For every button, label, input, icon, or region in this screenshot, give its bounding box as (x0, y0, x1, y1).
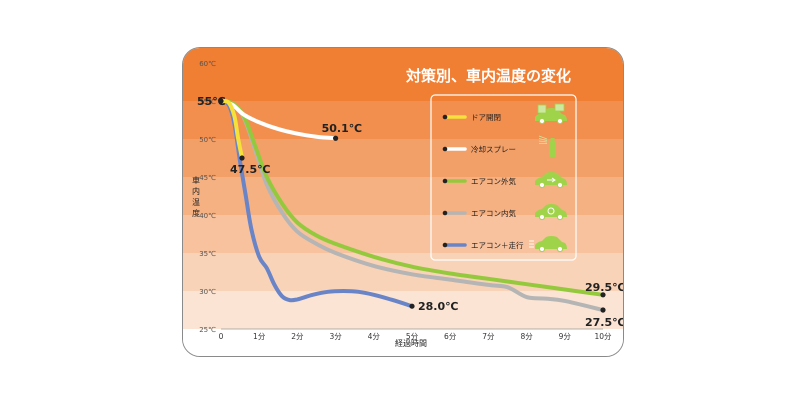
series-line (219, 99, 414, 309)
x-axis-label: 経過時間 (395, 338, 427, 348)
series-line (219, 99, 605, 297)
y-tick-label: 50℃ (199, 136, 216, 144)
data-point-marker (333, 135, 339, 141)
y-axis-label-char: 度 (192, 208, 200, 218)
car-recirculation-icon (535, 204, 567, 221)
x-tick-label: 2分 (291, 332, 304, 341)
spray-mist-line (538, 138, 548, 141)
car-wheel (538, 213, 546, 221)
car-doors-open-icon (535, 103, 567, 125)
series-line (219, 99, 338, 141)
car-wheel (538, 181, 546, 189)
temperature-band (183, 291, 623, 329)
legend-label: エアコン＋走行 (471, 240, 524, 250)
data-label: 29.5℃ (585, 281, 623, 294)
y-tick-label: 35℃ (199, 250, 216, 258)
data-label: 28.0℃ (418, 300, 458, 313)
axis-area (183, 329, 623, 356)
x-tick-label: 7分 (482, 332, 495, 341)
open-hatch (554, 103, 565, 112)
x-tick-label: 6分 (444, 332, 457, 341)
car-driving-icon (529, 236, 567, 253)
car-wheel (556, 181, 564, 189)
x-tick-label: 1分 (253, 332, 266, 341)
car-body (535, 204, 567, 217)
legend-label: エアコン外気 (471, 176, 516, 186)
legend-marker (442, 210, 448, 216)
data-point-marker (218, 98, 224, 104)
data-point-marker (600, 292, 606, 298)
x-tick-label: 10分 (594, 332, 612, 341)
spray-can-nozzle (550, 138, 555, 141)
x-tick-label: 4分 (368, 332, 381, 341)
y-axis-label-char: 内 (192, 186, 200, 196)
x-tick-label: 5分 (406, 332, 419, 341)
y-tick-label: 30℃ (199, 288, 216, 296)
y-axis-label-char: 車 (192, 175, 200, 185)
legend-label: 冷却スプレー (471, 144, 516, 154)
data-point-marker (239, 155, 245, 161)
legend-label: エアコン内気 (471, 208, 516, 218)
car-wheel (556, 245, 564, 253)
car-wheel (556, 117, 564, 125)
y-axis-label-char: 温 (192, 198, 200, 207)
data-label: 27.5℃ (585, 316, 623, 329)
chart-svg: 25℃ 30℃ 35℃ 40℃ 45℃ 50℃ 55℃ 60℃ 0 1分 2分 3分 4分 5分 6分 7分… (183, 48, 623, 356)
legend-marker (442, 146, 448, 152)
chart-title: 対策別、車内温度の変化 (405, 67, 571, 85)
spray-can-body (549, 141, 556, 157)
airflow-arrow (547, 177, 556, 183)
legend-box (430, 94, 577, 261)
car-wheel (556, 213, 564, 221)
series-line (219, 98, 244, 160)
car-outside-air-icon (535, 172, 567, 189)
legend-marker (442, 178, 448, 184)
x-tick-label: 9分 (559, 332, 572, 341)
y-tick-label: 45℃ (199, 174, 216, 182)
legend-marker (442, 242, 448, 248)
y-tick-label: 25℃ (199, 326, 216, 334)
data-label: 47.5℃ (230, 163, 270, 176)
y-tick-label: 55℃ (199, 98, 216, 106)
car-wheel (538, 245, 546, 253)
spray-mist-line (538, 135, 548, 140)
data-label: 55℃ (197, 95, 226, 108)
x-tick-label: 3分 (329, 332, 342, 341)
legend-label: ドア開閉 (471, 113, 501, 122)
recirculation-arrow (547, 207, 555, 215)
car-body (535, 236, 567, 249)
data-point-marker (600, 307, 606, 313)
car-body (535, 172, 567, 185)
y-tick-label: 40℃ (199, 212, 216, 220)
chart-card: 25℃ 30℃ 35℃ 40℃ 45℃ 50℃ 55℃ 60℃ 0 1分 2分 3分 4分 5分 6分 7分… (182, 47, 624, 357)
y-tick-label: 60℃ (199, 60, 216, 68)
x-tick-label: 8分 (520, 332, 533, 341)
x-tick-label: 0 (219, 332, 224, 341)
open-door (537, 104, 547, 114)
legend-marker (442, 114, 448, 120)
car-wheel (538, 117, 546, 125)
data-point-marker (409, 303, 415, 309)
spray-mist-line (538, 140, 548, 143)
spray-can-icon (538, 135, 556, 157)
data-label: 50.1℃ (322, 122, 362, 135)
